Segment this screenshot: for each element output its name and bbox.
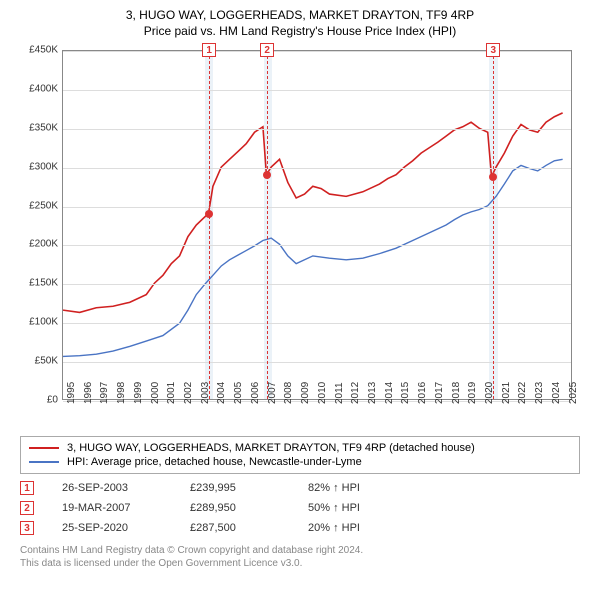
- sale-row: 1 26-SEP-2003 £239,995 82% ↑ HPI: [20, 478, 580, 498]
- chart-subtitle: Price paid vs. HM Land Registry's House …: [0, 24, 600, 38]
- legend-swatch: [29, 461, 59, 463]
- x-axis-label: 2004: [216, 382, 227, 404]
- sale-marker-box: 3: [486, 43, 500, 57]
- x-axis-label: 1998: [116, 382, 127, 404]
- sale-number-box: 3: [20, 521, 34, 535]
- x-axis-label: 2009: [300, 382, 311, 404]
- legend-label: HPI: Average price, detached house, Newc…: [67, 456, 362, 468]
- sale-date: 25-SEP-2020: [62, 522, 162, 534]
- x-axis-label: 2000: [150, 382, 161, 404]
- x-axis-label: 2021: [501, 382, 512, 404]
- x-axis-label: 2001: [166, 382, 177, 404]
- attribution-footer: Contains HM Land Registry data © Crown c…: [20, 544, 580, 570]
- x-axis-label: 2022: [517, 382, 528, 404]
- sale-hpi-delta: 20% ↑ HPI: [308, 522, 360, 534]
- series-property: [63, 113, 563, 313]
- sale-marker-dot: [205, 210, 213, 218]
- y-axis-label: £50K: [35, 356, 58, 367]
- y-axis-label: £350K: [29, 122, 58, 133]
- sale-date: 19-MAR-2007: [62, 502, 162, 514]
- sale-number-box: 2: [20, 501, 34, 515]
- x-axis-label: 2020: [484, 382, 495, 404]
- legend-label: 3, HUGO WAY, LOGGERHEADS, MARKET DRAYTON…: [67, 442, 475, 454]
- x-axis-label: 2007: [267, 382, 278, 404]
- x-axis-label: 1997: [99, 382, 110, 404]
- x-axis-label: 2024: [551, 382, 562, 404]
- x-axis-label: 2017: [434, 382, 445, 404]
- x-axis-label: 2008: [283, 382, 294, 404]
- sale-marker-dot: [489, 173, 497, 181]
- sale-row: 2 19-MAR-2007 £289,950 50% ↑ HPI: [20, 498, 580, 518]
- x-axis-label: 1996: [83, 382, 94, 404]
- sale-marker-line: [267, 51, 268, 399]
- y-axis-label: £250K: [29, 200, 58, 211]
- legend-swatch: [29, 447, 59, 449]
- legend-row: 3, HUGO WAY, LOGGERHEADS, MARKET DRAYTON…: [29, 441, 571, 455]
- sale-number-box: 1: [20, 481, 34, 495]
- y-axis-label: £0: [47, 395, 58, 406]
- x-axis-label: 2018: [451, 382, 462, 404]
- sale-marker-dot: [263, 171, 271, 179]
- plot-region: 123: [62, 50, 572, 400]
- x-axis-label: 2003: [200, 382, 211, 404]
- legend-box: 3, HUGO WAY, LOGGERHEADS, MARKET DRAYTON…: [20, 436, 580, 474]
- x-axis-label: 2012: [350, 382, 361, 404]
- chart-area: 123 £0 £50K £100K £150K £200K £250K £300K £350K…: [20, 50, 580, 430]
- sale-row: 3 25-SEP-2020 £287,500 20% ↑ HPI: [20, 518, 580, 538]
- y-axis-label: £300K: [29, 161, 58, 172]
- x-axis-label: 2013: [367, 382, 378, 404]
- x-axis-label: 1995: [66, 382, 77, 404]
- y-axis-label: £100K: [29, 317, 58, 328]
- sale-marker-line: [209, 51, 210, 399]
- x-axis-label: 2016: [417, 382, 428, 404]
- sale-marker-line: [493, 51, 494, 399]
- sale-marker-box: 1: [202, 43, 216, 57]
- x-axis-label: 2010: [317, 382, 328, 404]
- x-axis-label: 2006: [250, 382, 261, 404]
- x-axis-label: 2023: [534, 382, 545, 404]
- x-axis-label: 2025: [568, 382, 579, 404]
- footer-line-1: Contains HM Land Registry data © Crown c…: [20, 544, 580, 557]
- x-axis-label: 1999: [133, 382, 144, 404]
- chart-title-address: 3, HUGO WAY, LOGGERHEADS, MARKET DRAYTON…: [0, 8, 600, 22]
- x-axis-label: 2002: [183, 382, 194, 404]
- y-axis-label: £150K: [29, 278, 58, 289]
- sales-table: 1 26-SEP-2003 £239,995 82% ↑ HPI 2 19-MAR-200…: [20, 478, 580, 538]
- y-axis-label: £400K: [29, 83, 58, 94]
- series-hpi: [63, 159, 563, 356]
- footer-line-2: This data is licensed under the Open Gov…: [20, 557, 580, 570]
- y-axis-label: £200K: [29, 239, 58, 250]
- sale-price: £239,995: [190, 482, 280, 494]
- x-axis-label: 2005: [233, 382, 244, 404]
- sale-hpi-delta: 50% ↑ HPI: [308, 502, 360, 514]
- sale-marker-box: 2: [260, 43, 274, 57]
- sale-date: 26-SEP-2003: [62, 482, 162, 494]
- legend-row: HPI: Average price, detached house, Newc…: [29, 455, 571, 469]
- sale-hpi-delta: 82% ↑ HPI: [308, 482, 360, 494]
- sale-price: £289,950: [190, 502, 280, 514]
- x-axis-label: 2019: [467, 382, 478, 404]
- x-axis-label: 2011: [334, 382, 345, 404]
- x-axis-label: 2015: [400, 382, 411, 404]
- y-axis-label: £450K: [29, 45, 58, 56]
- x-axis-label: 2014: [384, 382, 395, 404]
- sale-price: £287,500: [190, 522, 280, 534]
